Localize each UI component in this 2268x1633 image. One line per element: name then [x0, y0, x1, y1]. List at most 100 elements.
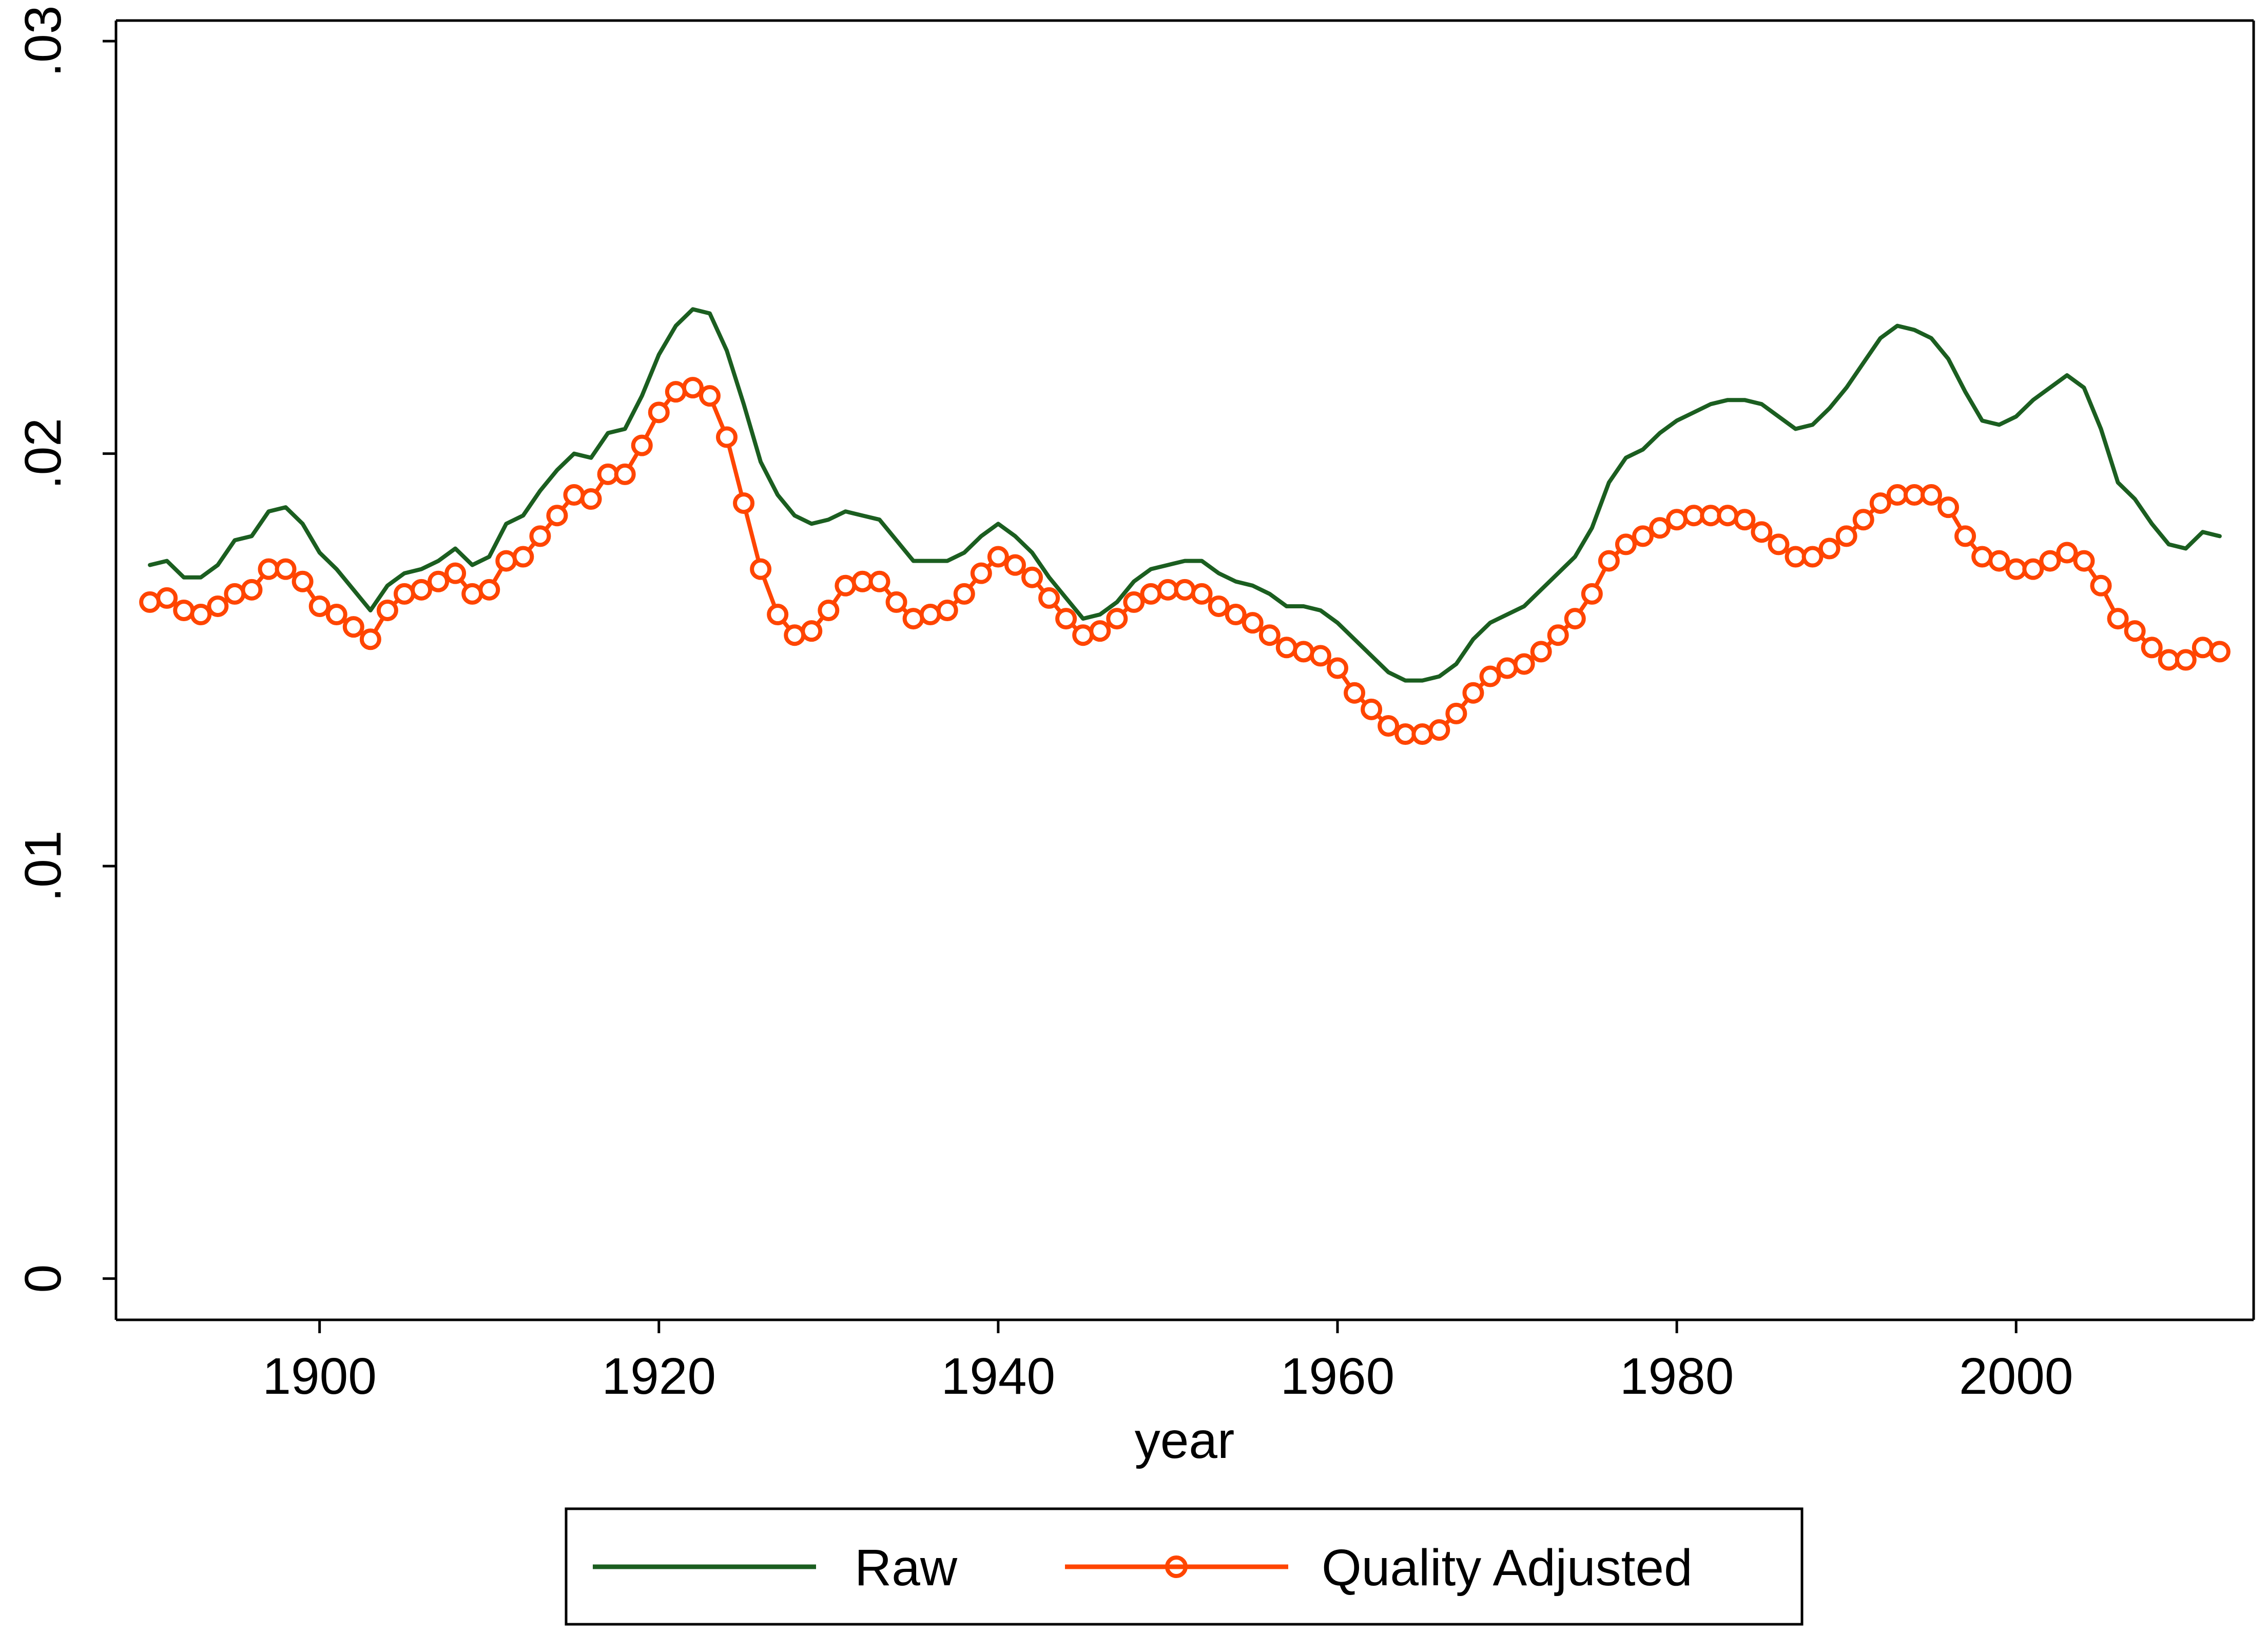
data-point-quality-adjusted	[1513, 653, 1535, 675]
series-line-raw	[148, 307, 2222, 683]
data-point-quality-adjusted	[2175, 649, 2197, 671]
data-point-quality-adjusted	[461, 583, 483, 605]
data-point-quality-adjusted	[784, 624, 806, 646]
data-point-quality-adjusted	[1361, 698, 1383, 720]
data-point-quality-adjusted	[275, 558, 297, 580]
data-point-quality-adjusted	[376, 599, 398, 621]
data-point-quality-adjusted	[1666, 509, 1688, 531]
data-point-quality-adjusted	[1378, 715, 1400, 737]
data-point-quality-adjusted	[801, 620, 823, 642]
data-point-quality-adjusted	[2039, 550, 2061, 572]
data-point-quality-adjusted	[1479, 665, 1501, 687]
data-point-quality-adjusted	[699, 385, 721, 407]
data-point-quality-adjusted	[1768, 533, 1790, 555]
data-point-quality-adjusted	[665, 381, 687, 403]
data-point-quality-adjusted	[1496, 657, 1518, 679]
data-point-quality-adjusted	[919, 604, 941, 626]
data-point-quality-adjusted	[750, 558, 772, 580]
x-tick-label: 1940	[941, 1348, 1055, 1405]
data-point-quality-adjusted	[1208, 595, 1230, 617]
data-point-quality-adjusted	[868, 570, 890, 592]
data-point-quality-adjusted	[2124, 620, 2146, 642]
data-point-quality-adjusted	[1818, 537, 1840, 560]
data-point-quality-adjusted	[1530, 641, 1552, 663]
x-tick-label: 1960	[1281, 1348, 1394, 1405]
data-point-quality-adjusted	[1055, 608, 1077, 630]
data-point-quality-adjusted	[1920, 484, 1942, 506]
data-point-quality-adjusted	[308, 595, 331, 617]
data-point-quality-adjusted	[342, 616, 364, 638]
data-point-quality-adjusted	[1852, 509, 1874, 531]
data-point-quality-adjusted	[614, 463, 636, 485]
y-tick-label: .01	[14, 831, 72, 902]
data-point-quality-adjusted	[818, 599, 840, 621]
data-point-quality-adjusted	[648, 401, 670, 424]
data-point-quality-adjusted	[1988, 550, 2010, 572]
data-point-quality-adjusted	[1157, 579, 1179, 601]
data-point-quality-adjusted	[207, 595, 229, 617]
data-point-quality-adjusted	[1309, 645, 1331, 667]
data-point-quality-adjusted	[1903, 484, 1925, 506]
data-point-quality-adjusted	[1242, 612, 1264, 634]
data-point-quality-adjusted	[2158, 649, 2180, 671]
data-point-quality-adjusted	[1327, 657, 1348, 679]
data-point-quality-adjusted	[1954, 525, 1976, 547]
data-point-quality-adjusted	[716, 426, 738, 448]
data-point-quality-adjusted	[1751, 521, 1773, 543]
data-point-quality-adjusted	[1394, 723, 1417, 745]
y-tick-label: .02	[14, 418, 72, 489]
data-point-quality-adjusted	[1649, 517, 1671, 539]
data-point-quality-adjusted	[1174, 579, 1196, 601]
data-point-quality-adjusted	[359, 628, 381, 650]
data-point-quality-adjusted	[224, 583, 246, 605]
data-point-quality-adjusted	[885, 591, 907, 613]
data-point-quality-adjusted	[2090, 574, 2112, 597]
data-point-quality-adjusted	[1632, 525, 1654, 547]
x-tick-label: 2000	[1959, 1348, 2073, 1405]
data-point-quality-adjusted	[1004, 554, 1026, 576]
data-point-quality-adjusted	[1886, 484, 1908, 506]
data-point-quality-adjusted	[1021, 566, 1043, 588]
y-tick-label: 0	[14, 1264, 72, 1293]
data-point-quality-adjusted	[902, 608, 924, 630]
data-point-quality-adjusted	[851, 570, 874, 592]
data-point-quality-adjusted	[2056, 542, 2078, 564]
x-tick-label: 1980	[1620, 1348, 1734, 1405]
legend-label-raw: Raw	[855, 1539, 958, 1597]
data-point-quality-adjusted	[139, 591, 161, 613]
legend: Raw Quality Adjusted	[565, 1507, 1804, 1626]
data-point-quality-adjusted	[1089, 620, 1111, 642]
legend-label-quality-adjusted: Quality Adjusted	[1322, 1539, 1693, 1597]
data-point-quality-adjusted	[1445, 702, 1467, 724]
data-point-quality-adjusted	[1292, 641, 1314, 663]
data-point-quality-adjusted	[1971, 546, 1993, 568]
data-point-quality-adjusted	[987, 546, 1009, 568]
data-point-quality-adjusted	[190, 604, 212, 626]
data-point-quality-adjusted	[1581, 583, 1603, 605]
data-point-quality-adjusted	[2022, 558, 2044, 580]
data-point-quality-adjusted	[1717, 505, 1739, 527]
data-point-quality-adjusted	[1869, 492, 1891, 514]
data-point-quality-adjusted	[529, 525, 551, 547]
data-point-quality-adjusted	[173, 599, 195, 621]
data-point-quality-adjusted	[1615, 533, 1637, 555]
x-axis-ticks: 1900 1920 1940 1960 1980 2000	[262, 1320, 2073, 1405]
plot-area	[116, 21, 2254, 1320]
data-point-quality-adjusted	[1734, 509, 1756, 531]
data-point-quality-adjusted	[1683, 505, 1705, 527]
data-point-quality-adjusted	[292, 570, 314, 592]
data-point-quality-adjusted	[2073, 550, 2095, 572]
data-point-quality-adjusted	[597, 463, 619, 485]
data-point-quality-adjusted	[953, 583, 975, 605]
data-point-quality-adjusted	[325, 604, 347, 626]
data-point-quality-adjusted	[631, 434, 653, 456]
x-tick-label: 1900	[262, 1348, 376, 1405]
data-point-quality-adjusted	[1344, 682, 1366, 704]
y-tick-label: .03	[14, 6, 72, 77]
data-point-quality-adjusted	[393, 583, 415, 605]
data-point-quality-adjusted	[156, 587, 178, 609]
data-point-quality-adjusted	[563, 484, 585, 506]
data-point-quality-adjusted	[258, 558, 280, 580]
data-point-quality-adjusted	[1106, 608, 1128, 630]
